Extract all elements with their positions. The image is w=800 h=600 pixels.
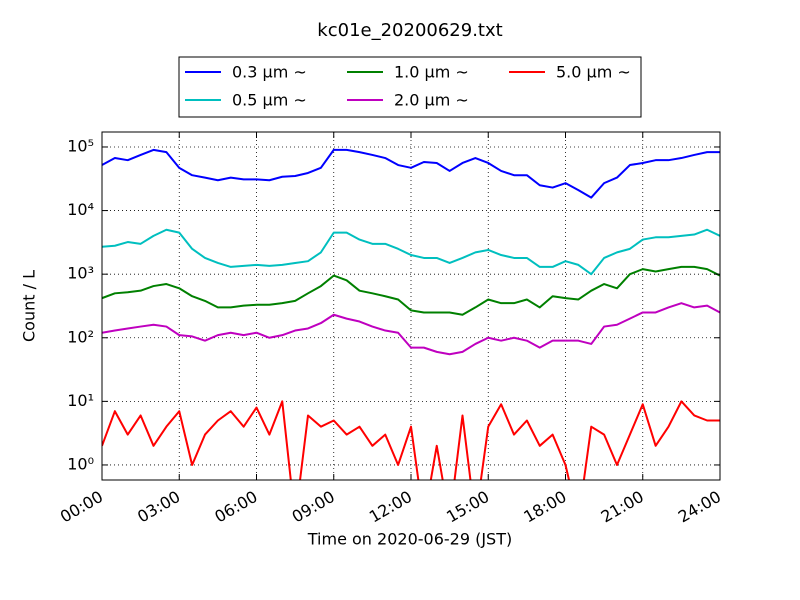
- y-tick-label: 10⁰: [67, 454, 94, 473]
- plot-area: [101, 132, 721, 480]
- legend-label: 5.0 μm ~: [556, 63, 631, 82]
- y-tick-label: 10²: [67, 327, 94, 346]
- legend-label: 1.0 μm ~: [394, 63, 469, 82]
- legend-label: 0.5 μm ~: [232, 91, 307, 110]
- legend: 0.3 μm ~ 0.5 μm ~ 1.0 μm ~ 2.0 μm ~ 5.0 μm ~: [178, 56, 642, 118]
- y-tick-label: 10¹: [67, 391, 94, 410]
- chart-title: kc01e_20200629.txt: [317, 20, 502, 41]
- legend-frame: [178, 56, 642, 118]
- y-tick-label: 10⁵: [67, 136, 94, 155]
- y-axis-label: Count / L: [20, 270, 39, 342]
- x-axis-label: Time on 2020-06-29 (JST): [307, 530, 512, 549]
- series-line: [102, 302, 720, 356]
- series-line: [102, 148, 720, 199]
- y-tick-label: 10³: [67, 264, 94, 283]
- legend-label: 0.3 μm ~: [232, 63, 307, 82]
- series-line: [102, 228, 720, 276]
- series-line: [102, 265, 720, 316]
- legend-label: 2.0 μm ~: [394, 91, 469, 110]
- series-line: [102, 400, 720, 480]
- y-tick-label: 10⁴: [67, 200, 94, 219]
